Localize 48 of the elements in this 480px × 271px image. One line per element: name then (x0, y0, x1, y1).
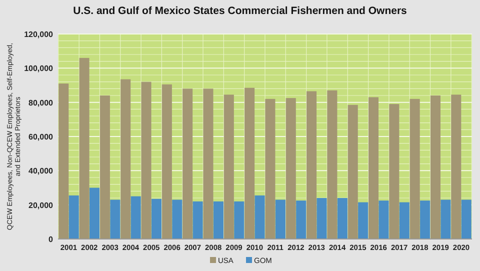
bar (110, 200, 120, 239)
bar (90, 188, 100, 239)
bar (172, 200, 182, 239)
bar (440, 200, 451, 239)
bar (451, 94, 462, 239)
chart-title: U.S. and Gulf of Mexico States Commercial Fishermen and Owners (73, 5, 408, 17)
bar (461, 200, 472, 239)
bar (420, 200, 430, 239)
bar (368, 97, 379, 239)
bar (327, 90, 338, 239)
bar (316, 198, 327, 239)
y-tick-label: 120,000 (24, 30, 54, 39)
bar (286, 98, 296, 239)
bar (192, 201, 203, 239)
bar (399, 202, 410, 239)
bar (296, 200, 306, 239)
bar (348, 104, 358, 239)
bar (58, 84, 69, 239)
y-tick-label: 40,000 (28, 166, 54, 176)
bar (234, 201, 244, 239)
bar (378, 200, 389, 239)
bar (151, 198, 162, 239)
bar (244, 88, 255, 239)
bar (224, 94, 234, 239)
y-tick-label: 100,000 (24, 64, 54, 74)
bar (389, 104, 400, 239)
bar (265, 98, 276, 239)
bar (430, 96, 440, 239)
bar (130, 196, 141, 239)
bar (254, 195, 265, 239)
bar (337, 198, 348, 239)
bar (306, 91, 317, 239)
bar (358, 202, 368, 239)
bar (141, 82, 152, 239)
y-tick-label: 0 (48, 235, 54, 244)
bar (410, 98, 420, 239)
bar (120, 79, 131, 239)
y-tick-label: 60,000 (28, 132, 54, 142)
bar (100, 96, 110, 239)
y-tick-label: 80,000 (28, 98, 54, 108)
bar (68, 195, 79, 239)
y-tick-label: 20,000 (28, 200, 54, 210)
bar (275, 200, 286, 239)
bar (162, 84, 172, 239)
bar (213, 201, 224, 239)
bar (203, 88, 214, 239)
bar (182, 88, 193, 239)
bar (79, 58, 90, 239)
